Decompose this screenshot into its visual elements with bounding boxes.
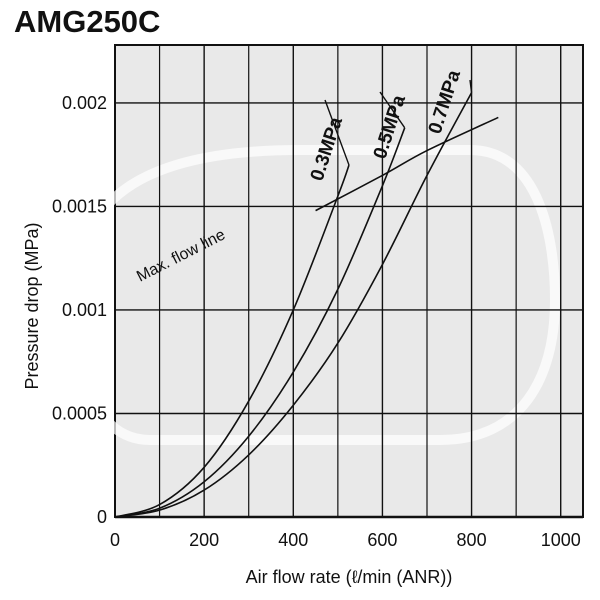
watermark-logo [69, 145, 561, 445]
watermark-outline [69, 145, 561, 445]
x-tick-labels: 0 200 400 600 800 1000 [110, 530, 581, 550]
y-tick-label: 0.0015 [52, 196, 107, 216]
x-tick-label: 400 [278, 530, 308, 550]
series-line-0-7mpa [114, 92, 473, 518]
y-tick-labels: 0 0.0005 0.001 0.0015 0.002 [52, 93, 107, 527]
y-axis-label: Pressure drop (MPa) [22, 222, 42, 389]
plot-background [114, 44, 584, 518]
y-tick-label: 0 [97, 507, 107, 527]
series-lines [114, 92, 499, 518]
y-tick-label: 0.0005 [52, 403, 107, 423]
leader-line [469, 79, 473, 93]
y-tick-label: 0.001 [62, 300, 107, 320]
series-line-0-5mpa [114, 127, 406, 518]
x-axis-label: Air flow rate (ℓ/min (ANR)) [246, 567, 453, 587]
leader-line [379, 91, 406, 129]
x-tick-label: 1000 [541, 530, 581, 550]
grid-lines [115, 45, 583, 519]
x-tick-label: 200 [189, 530, 219, 550]
leader-line [324, 99, 350, 166]
x-tick-label: 600 [367, 530, 397, 550]
series-line-max-flow-line [315, 116, 499, 212]
series-line-0-3mpa [114, 164, 350, 518]
x-tick-label: 800 [457, 530, 487, 550]
chart-title: AMG250C [14, 4, 161, 39]
y-tick-label: 0.002 [62, 93, 107, 113]
x-tick-label: 0 [110, 530, 120, 550]
